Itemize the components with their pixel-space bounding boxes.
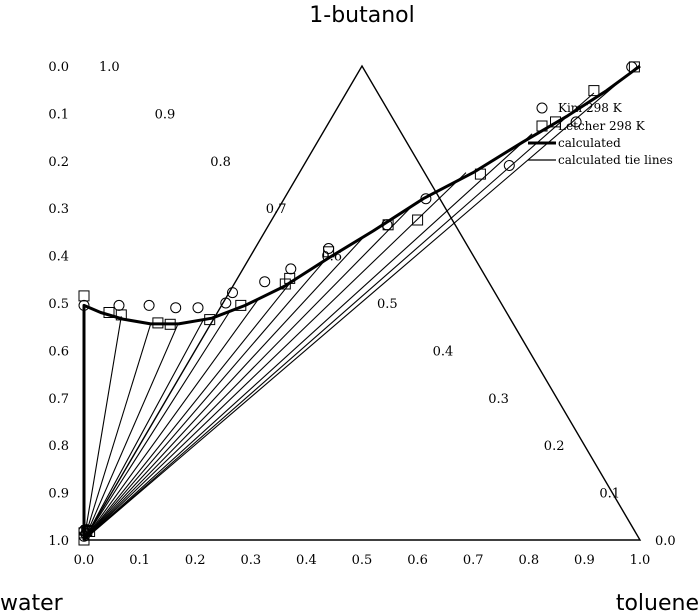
letcher-point	[588, 85, 600, 97]
tick-label-left: 0.1	[48, 107, 69, 122]
letcher-point	[78, 290, 90, 302]
kim-point	[227, 287, 238, 299]
kim-point	[259, 276, 271, 288]
letcher-point	[323, 246, 335, 258]
kim-point	[420, 193, 432, 205]
tie-line	[83, 66, 637, 541]
tick-label-right: 0.4	[433, 344, 454, 359]
kim-point	[170, 302, 182, 314]
tick-label-bottom: 0.0	[74, 553, 95, 568]
letcher-point	[412, 214, 424, 226]
tick-label-right: 0.6	[321, 250, 342, 265]
kim-point	[143, 299, 155, 311]
tick-label-bottom: 0.4	[296, 553, 317, 568]
kim-point	[570, 116, 582, 128]
tie-line	[83, 133, 533, 541]
letcher-point	[284, 272, 296, 284]
tie-line	[83, 325, 178, 541]
legend: Kim 298 K Letcher 298 K calculated calcu…	[528, 101, 673, 167]
tie-line	[83, 172, 467, 541]
tick-label-left: 0.7	[48, 392, 69, 407]
tick-label-right: 0.7	[266, 202, 287, 217]
vertex-label-top: 1-butanol	[309, 3, 414, 28]
kim-point	[503, 160, 515, 171]
kim-point	[192, 302, 204, 314]
letcher-point	[628, 61, 640, 73]
tick-label-left: 0.8	[48, 439, 69, 454]
letcher-point	[81, 525, 93, 536]
tie-line	[83, 261, 325, 541]
letcher-point	[204, 314, 216, 326]
legend-circle-marker	[536, 102, 548, 114]
tick-label-bottom: 0.8	[518, 553, 539, 568]
ternary-frame	[82, 64, 642, 541]
legend-tie-lines-label: calculated tie lines	[558, 153, 673, 167]
letcher-point	[78, 527, 90, 539]
tick-label-right: 0.3	[488, 392, 509, 407]
tie-line	[83, 92, 595, 541]
letcher-point	[550, 116, 561, 128]
letcher-point	[115, 309, 127, 321]
kim-point	[285, 263, 297, 275]
kim-point	[80, 528, 92, 540]
tick-label-right: 1.0	[99, 60, 120, 75]
kim-point	[113, 299, 125, 311]
tie-line	[83, 311, 231, 541]
tick-label-bottom: 0.7	[463, 553, 484, 568]
tick-label-bottom: 0.6	[407, 553, 428, 568]
tie-line	[83, 280, 293, 541]
tick-label-bottom: 0.5	[352, 553, 373, 568]
kim-point	[78, 299, 90, 311]
legend-kim-label: Kim 298 K	[558, 101, 623, 115]
legend-square-marker	[536, 120, 548, 132]
tick-label-right: 0.8	[210, 155, 231, 170]
legend-calculated-label: calculated	[558, 136, 621, 150]
tie-line	[83, 237, 364, 541]
tick-label-right: 0.1	[599, 487, 620, 502]
tick-label-left: 0.9	[48, 487, 69, 502]
tick-label-right: 0.5	[377, 297, 398, 312]
calculated-line	[82, 64, 641, 540]
tie-line	[83, 320, 204, 541]
tick-label-right: 0.9	[155, 107, 176, 122]
tick-label-left: 0.3	[48, 202, 69, 217]
tick-label-left: 0.4	[48, 250, 69, 265]
kim-point	[626, 61, 638, 73]
letcher-point	[474, 168, 486, 180]
letcher-point	[103, 307, 115, 318]
letcher-point	[235, 299, 247, 311]
letcher-point	[152, 317, 164, 329]
tick-label-bottom: 0.1	[129, 553, 150, 568]
tick-label-left: 0.0	[48, 60, 69, 75]
tick-label-left: 0.5	[48, 297, 69, 312]
letcher-point	[279, 278, 291, 290]
tick-label-left: 1.0	[48, 534, 69, 549]
tick-label-right: 0.2	[544, 439, 565, 454]
tie-lines	[83, 66, 637, 541]
tick-label-bottom: 0.9	[574, 553, 595, 568]
legend-letcher-label: Letcher 298 K	[558, 119, 646, 133]
tick-label-left: 0.6	[48, 344, 69, 359]
tick-labels: 0.0 1.0 0.0 0.1 0.9 0.1 0.2 0.8 0.2 0.3 0.7 0.3 0.4 0…	[48, 60, 675, 568]
ternary-triangle	[82, 64, 642, 541]
vertex-label-right: toluene	[616, 591, 699, 615]
calculated-curve	[82, 64, 641, 540]
tick-label-bottom: 1.0	[630, 553, 651, 568]
tie-line	[83, 206, 412, 541]
vertex-label-left: water	[0, 591, 64, 615]
tie-line	[83, 296, 261, 541]
data-markers	[78, 61, 640, 546]
tick-label-bottom: 0.3	[240, 553, 261, 568]
letcher-point	[84, 526, 96, 537]
letcher-point	[382, 219, 394, 231]
tie-line	[83, 316, 122, 541]
tick-label-bottom: 0.2	[185, 553, 206, 568]
kim-point	[220, 297, 232, 309]
letcher-point	[164, 318, 176, 330]
tick-label-left: 0.2	[48, 155, 69, 170]
tick-label-right: 0.0	[655, 534, 676, 549]
tie-line	[83, 323, 152, 541]
